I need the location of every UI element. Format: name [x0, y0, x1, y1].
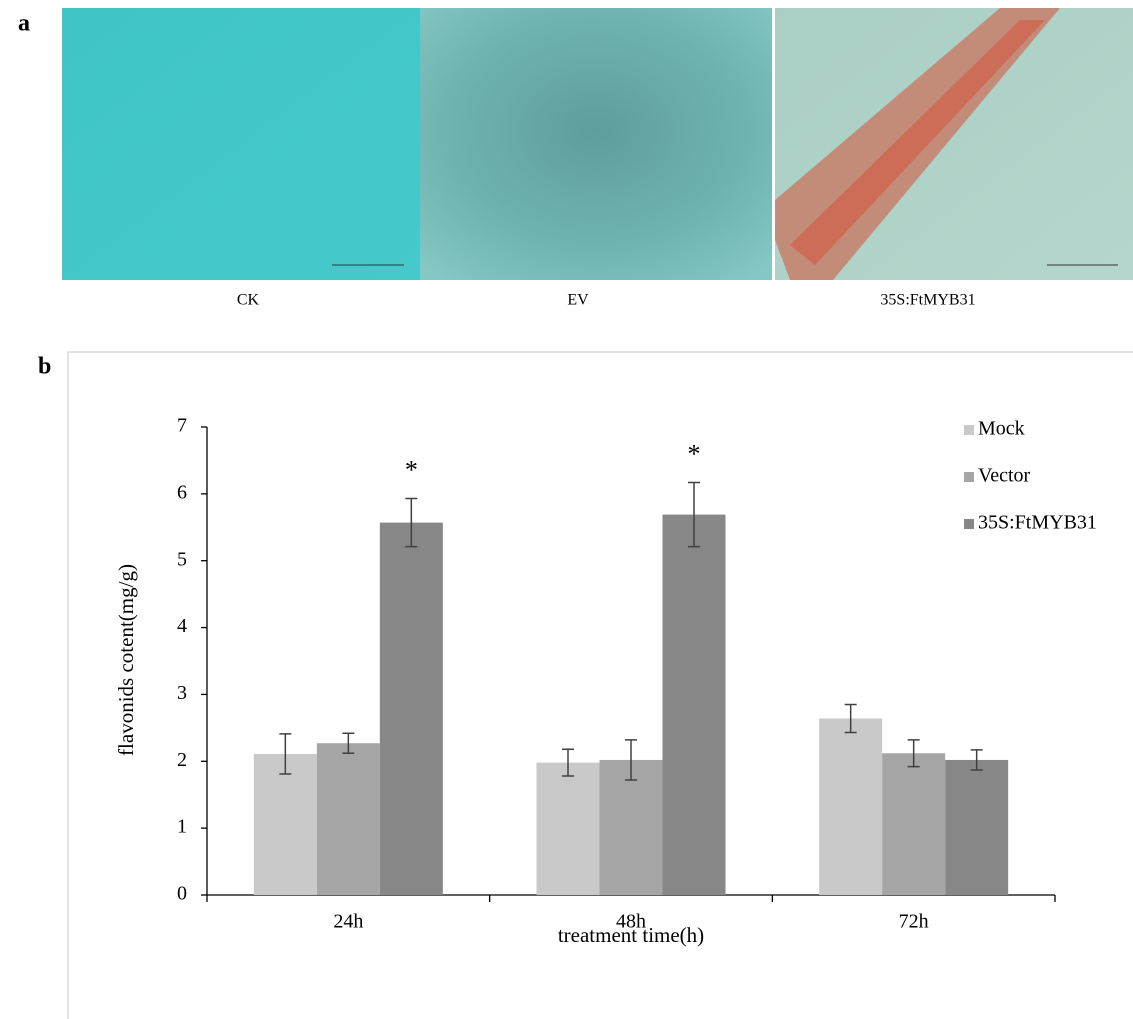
- legend-label: Mock: [978, 418, 1025, 440]
- panel-label: b: [38, 354, 51, 380]
- image-caption: 35S:FtMYB31: [880, 292, 975, 309]
- legend-label: 35S:FtMYB31: [978, 512, 1097, 534]
- panel-label: a: [18, 11, 30, 37]
- y-tick-label: 0: [177, 883, 187, 905]
- legend-label: Vector: [978, 465, 1031, 487]
- significance-label: *: [405, 456, 418, 485]
- significance-label: *: [688, 439, 701, 468]
- bar: [882, 753, 946, 895]
- error-bar: [342, 732, 355, 755]
- legend-swatch: [964, 472, 974, 482]
- x-tick-label: 72h: [899, 911, 929, 933]
- x-tick-label: 48h: [616, 911, 646, 933]
- error-bar: [279, 733, 292, 775]
- error-bar: [405, 497, 418, 548]
- bar: [536, 762, 600, 895]
- bar: [662, 514, 726, 895]
- y-axis-title: flavonids cotent(mg/g): [114, 564, 138, 756]
- bar: [599, 759, 663, 895]
- legend-swatch: [964, 519, 974, 529]
- micrographs: [62, 8, 1133, 280]
- image-ck: [62, 8, 420, 280]
- y-tick-label: 6: [177, 481, 187, 503]
- y-tick-label: 3: [177, 682, 187, 704]
- bar: [819, 718, 883, 895]
- y-tick-label: 7: [177, 415, 187, 437]
- x-tick-label: 24h: [333, 911, 363, 933]
- x-axis-title: treatment time(h): [558, 923, 704, 947]
- stained-tissue: [790, 20, 1045, 265]
- error-bar: [970, 749, 983, 771]
- bar: [253, 753, 317, 895]
- y-tick-label: 2: [177, 749, 187, 771]
- error-bar: [625, 739, 637, 781]
- chart-frame: [67, 351, 1133, 1019]
- bar: [945, 759, 1009, 895]
- y-tick-label: 5: [177, 548, 187, 570]
- error-bar: [844, 703, 857, 734]
- image-caption: CK: [237, 292, 260, 309]
- image-caption: EV: [567, 292, 589, 309]
- error-bar: [907, 739, 920, 768]
- error-bar: [688, 481, 700, 548]
- legend-swatch: [964, 425, 974, 435]
- bar: [379, 522, 443, 895]
- y-tick-label: 1: [177, 816, 187, 838]
- y-tick-label: 4: [177, 615, 187, 637]
- error-bar: [562, 748, 574, 777]
- bar: [316, 743, 380, 895]
- image-ev: [420, 8, 772, 280]
